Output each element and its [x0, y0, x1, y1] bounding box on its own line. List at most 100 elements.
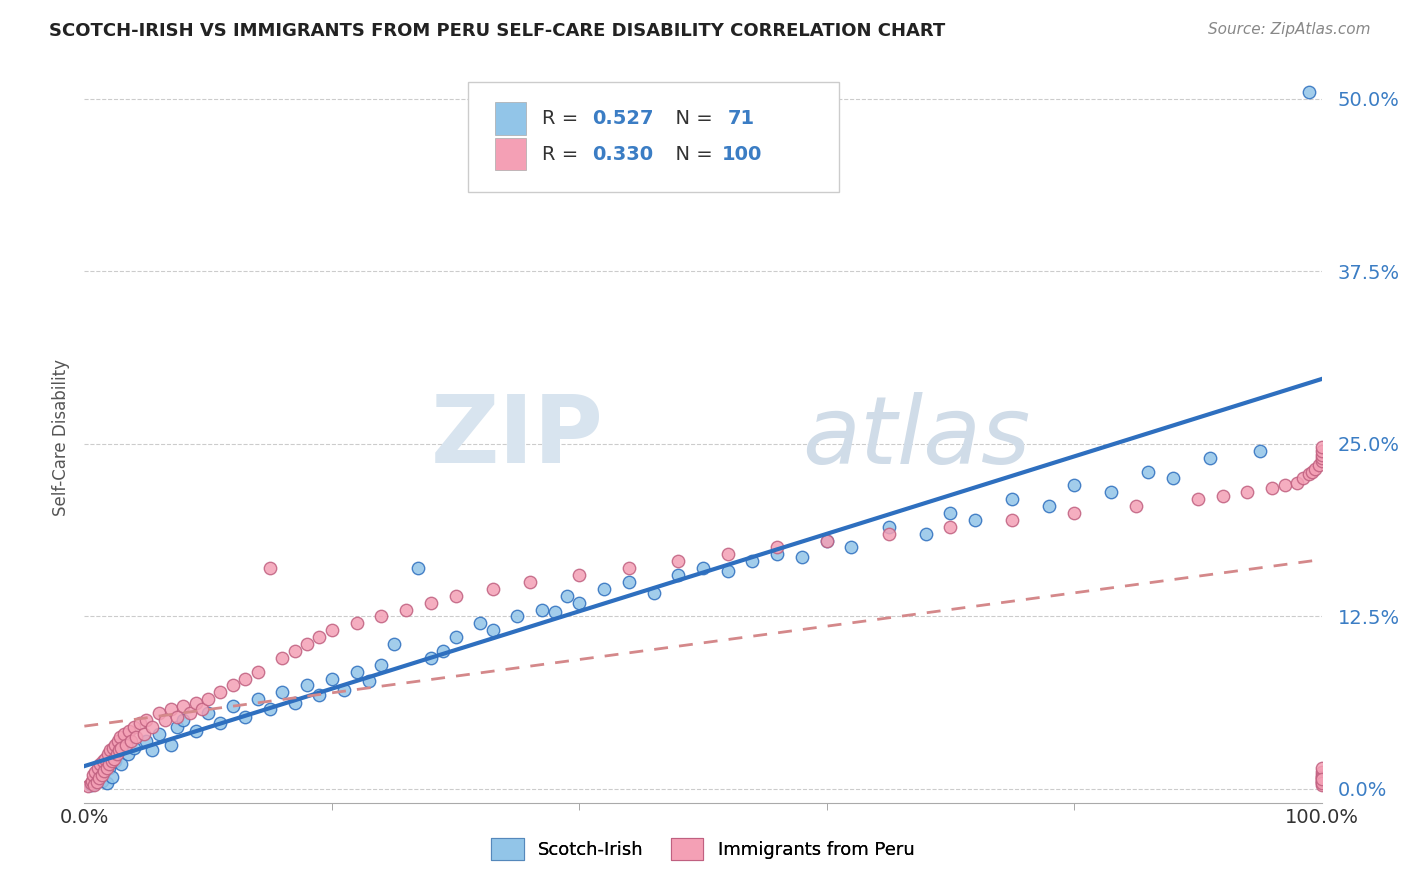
Point: [295, 678, 318, 692]
Point: [110, 757, 132, 772]
Point: [593, 582, 616, 596]
Point: [160, 702, 183, 716]
Point: [617, 561, 640, 575]
Point: [179, 706, 201, 720]
Point: [506, 609, 529, 624]
Point: [96, 776, 118, 790]
Point: [444, 630, 467, 644]
Text: R =: R =: [543, 110, 585, 128]
Point: [98, 743, 121, 757]
Point: [1310, 776, 1333, 790]
Text: atlas: atlas: [801, 392, 1031, 483]
Point: [104, 755, 127, 769]
Point: [1199, 450, 1222, 465]
Point: [1308, 458, 1330, 472]
Point: [129, 715, 152, 730]
Point: [96, 761, 118, 775]
Point: [87, 761, 110, 775]
Point: [1310, 440, 1333, 454]
Point: [89, 757, 111, 772]
Point: [1285, 475, 1308, 490]
Point: [617, 574, 640, 589]
Point: [246, 665, 269, 679]
Point: [877, 526, 900, 541]
Bar: [495, 137, 526, 170]
Point: [790, 550, 813, 565]
Point: [717, 548, 740, 562]
Y-axis label: Self-Care Disability: Self-Care Disability: [52, 359, 70, 516]
Text: Source: ZipAtlas.com: Source: ZipAtlas.com: [1208, 22, 1371, 37]
Point: [122, 720, 145, 734]
Point: [83, 778, 105, 792]
Point: [1161, 471, 1184, 485]
Point: [84, 765, 107, 780]
Point: [308, 630, 330, 644]
Point: [370, 609, 392, 624]
Point: [115, 738, 138, 752]
Point: [166, 710, 188, 724]
Point: [568, 568, 591, 582]
Point: [346, 665, 368, 679]
Text: 0.527: 0.527: [592, 110, 654, 128]
Point: [184, 724, 207, 739]
Point: [98, 761, 121, 775]
Point: [97, 747, 120, 762]
Point: [86, 775, 108, 789]
Point: [259, 702, 281, 716]
Point: [94, 751, 117, 765]
Text: ZIP: ZIP: [432, 391, 605, 483]
Text: N =: N =: [664, 110, 713, 128]
Point: [531, 602, 554, 616]
Point: [914, 526, 936, 541]
Point: [1099, 485, 1122, 500]
Point: [419, 596, 441, 610]
Point: [1310, 448, 1333, 462]
Point: [197, 706, 219, 720]
Point: [1212, 490, 1234, 504]
Point: [89, 768, 111, 782]
Point: [1310, 770, 1333, 784]
Point: [877, 520, 900, 534]
Point: [1137, 465, 1160, 479]
Point: [89, 771, 111, 785]
Text: R =: R =: [543, 145, 585, 163]
Point: [110, 730, 132, 744]
Point: [1310, 443, 1333, 458]
Point: [222, 678, 245, 692]
Point: [568, 596, 591, 610]
Point: [1274, 478, 1296, 492]
Point: [481, 624, 503, 638]
Point: [93, 765, 115, 780]
Point: [125, 730, 148, 744]
Point: [815, 533, 838, 548]
Point: [93, 764, 115, 778]
Point: [284, 644, 307, 658]
Point: [939, 520, 962, 534]
Point: [141, 743, 163, 757]
Point: [939, 506, 962, 520]
Point: [103, 751, 125, 765]
Legend: Scotch-Irish, Immigrants from Peru: Scotch-Irish, Immigrants from Peru: [484, 830, 922, 867]
Point: [172, 699, 194, 714]
Text: 0.330: 0.330: [592, 145, 652, 163]
Point: [1125, 499, 1147, 513]
Point: [1236, 485, 1258, 500]
Point: [1261, 481, 1284, 495]
Point: [148, 706, 170, 720]
Point: [419, 651, 441, 665]
Point: [184, 697, 207, 711]
Point: [117, 747, 139, 762]
Point: [101, 740, 124, 755]
Point: [80, 773, 103, 788]
Point: [1187, 492, 1209, 507]
Point: [308, 688, 330, 702]
Point: [191, 702, 214, 716]
Point: [295, 637, 318, 651]
Point: [370, 657, 392, 672]
Point: [160, 738, 183, 752]
Point: [105, 747, 128, 762]
Point: [333, 682, 356, 697]
Point: [1001, 513, 1024, 527]
Point: [395, 602, 418, 616]
Point: [357, 674, 380, 689]
